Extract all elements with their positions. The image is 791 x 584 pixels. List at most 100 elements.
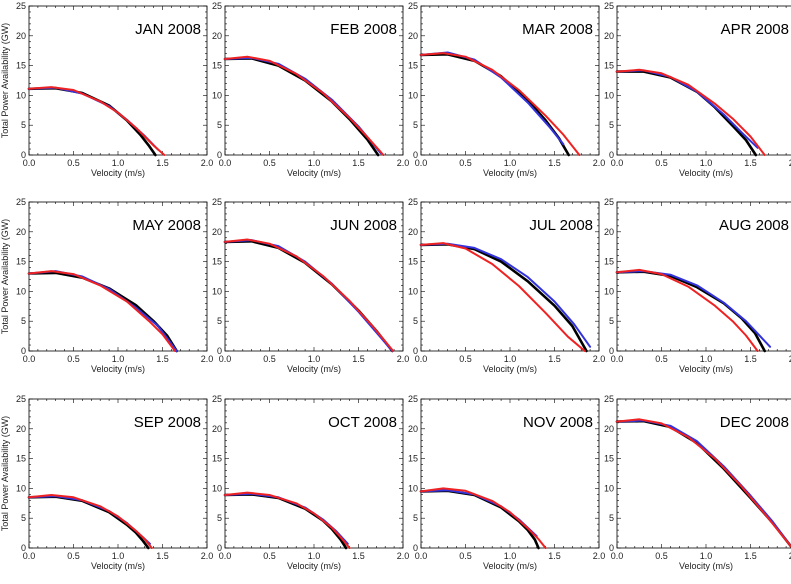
y-tick-label: 0 <box>217 150 222 160</box>
x-tick-label: 0.5 <box>67 354 80 364</box>
series-line-1 <box>223 240 394 353</box>
y-tick-label: 20 <box>604 424 614 434</box>
series-line-1 <box>419 52 571 157</box>
x-tick-label: 0.0 <box>219 551 232 561</box>
y-tick-label: 20 <box>212 227 222 237</box>
series-line-2 <box>616 419 791 548</box>
x-tick-label: 0.0 <box>415 354 428 364</box>
panel-12: 0.0 0.5 1.0 1.5 2.0 0 5 10 15 20 25 Velocity (m/s) D… <box>604 394 791 571</box>
y-tick-label: 20 <box>408 227 418 237</box>
y-tick-label: 5 <box>21 316 26 326</box>
x-tick-label: 1.5 <box>744 158 757 168</box>
x-tick-label: 1.0 <box>112 354 125 364</box>
x-tick-label: 1.0 <box>504 354 517 364</box>
series-line-1 <box>223 57 380 157</box>
x-tick-label: 0.5 <box>655 158 668 168</box>
y-tick-label: 25 <box>16 1 26 11</box>
y-tick-label: 10 <box>212 286 222 296</box>
x-tick-label: 1.5 <box>156 158 169 168</box>
series-line-1 <box>615 419 791 549</box>
series-line-3 <box>28 270 176 352</box>
y-tick-label: 0 <box>217 543 222 553</box>
x-tick-label: 2.0 <box>201 354 214 364</box>
x-tick-label: 0.5 <box>655 551 668 561</box>
y-tick-label: 20 <box>212 424 222 434</box>
series-line-3 <box>420 242 586 352</box>
y-tick-label: 20 <box>16 424 26 434</box>
panel-title: JUL 2008 <box>529 217 593 234</box>
panel-11: 0.0 0.5 1.0 1.5 2.0 0 5 10 15 20 25 Velocity (m/s) N… <box>408 394 605 571</box>
panel-title: JAN 2008 <box>135 21 201 38</box>
x-tick-label: 1.5 <box>352 158 365 168</box>
y-tick-label: 15 <box>16 257 26 267</box>
x-axis-label: Velocity (m/s) <box>91 168 145 178</box>
series-line-3 <box>224 238 395 352</box>
y-tick-label: 10 <box>604 286 614 296</box>
panel-title: OCT 2008 <box>328 414 397 431</box>
x-axis-label: Velocity (m/s) <box>287 168 341 178</box>
x-tick-label: 1.0 <box>112 158 125 168</box>
y-tick-label: 15 <box>16 61 26 71</box>
x-tick-label: 0.5 <box>263 158 276 168</box>
series-line-3 <box>420 52 581 156</box>
y-tick-label: 20 <box>212 31 222 41</box>
x-tick-label: 2.0 <box>789 354 791 364</box>
y-tick-label: 5 <box>21 120 26 130</box>
y-tick-label: 25 <box>212 197 222 207</box>
y-tick-label: 15 <box>604 454 614 464</box>
x-tick-label: 2.0 <box>201 158 214 168</box>
x-tick-label: 1.5 <box>352 354 365 364</box>
y-tick-label: 25 <box>212 394 222 404</box>
x-tick-label: 0.5 <box>263 354 276 364</box>
x-tick-label: 0.0 <box>23 158 36 168</box>
panel-7: 0.0 0.5 1.0 1.5 2.0 0 5 10 15 20 25 Velocity (m/s) J… <box>408 197 605 374</box>
y-tick-label: 0 <box>413 346 418 356</box>
y-tick-label: 25 <box>604 1 614 11</box>
x-tick-label: 1.0 <box>700 158 713 168</box>
panel-title: AUG 2008 <box>719 217 789 234</box>
x-axis-label: Velocity (m/s) <box>287 364 341 374</box>
series-line-1 <box>27 495 150 550</box>
x-tick-label: 1.5 <box>156 354 169 364</box>
x-tick-label: 1.5 <box>744 354 757 364</box>
y-tick-label: 0 <box>413 543 418 553</box>
x-tick-label: 0.0 <box>23 354 36 364</box>
panel-5: 0.0 0.5 1.0 1.5 2.0 0 5 10 15 20 25 Velocity (m/s) T… <box>0 197 213 374</box>
x-tick-label: 1.0 <box>504 551 517 561</box>
x-tick-label: 1.0 <box>308 158 321 168</box>
x-tick-label: 0.5 <box>263 551 276 561</box>
x-tick-label: 1.5 <box>352 551 365 561</box>
y-tick-label: 5 <box>413 316 418 326</box>
x-tick-label: 0.0 <box>611 551 624 561</box>
series-line-2 <box>616 69 759 149</box>
y-tick-label: 25 <box>408 394 418 404</box>
y-tick-label: 10 <box>408 90 418 100</box>
y-tick-label: 15 <box>212 454 222 464</box>
y-tick-label: 15 <box>16 454 26 464</box>
series-line-3 <box>224 491 351 549</box>
x-tick-label: 0.5 <box>67 551 80 561</box>
x-tick-label: 2.0 <box>593 158 606 168</box>
x-tick-label: 1.0 <box>700 354 713 364</box>
panel-title: JUN 2008 <box>330 217 397 234</box>
y-tick-label: 0 <box>609 543 614 553</box>
x-tick-label: 1.5 <box>548 158 561 168</box>
y-tick-label: 10 <box>16 483 26 493</box>
series-line-3 <box>420 487 547 549</box>
y-tick-label: 0 <box>217 346 222 356</box>
series-line-3 <box>28 494 153 549</box>
y-tick-label: 25 <box>408 197 418 207</box>
y-tick-label: 0 <box>21 150 26 160</box>
y-tick-label: 5 <box>217 316 222 326</box>
y-tick-label: 20 <box>408 424 418 434</box>
y-tick-label: 15 <box>408 61 418 71</box>
x-axis-label: Velocity (m/s) <box>679 168 733 178</box>
y-tick-label: 5 <box>413 513 418 523</box>
x-tick-label: 2.0 <box>789 551 791 561</box>
y-tick-label: 10 <box>408 483 418 493</box>
x-axis-label: Velocity (m/s) <box>287 561 341 571</box>
x-tick-label: 1.0 <box>112 551 125 561</box>
x-tick-label: 0.5 <box>459 354 472 364</box>
x-axis-label: Velocity (m/s) <box>91 561 145 571</box>
